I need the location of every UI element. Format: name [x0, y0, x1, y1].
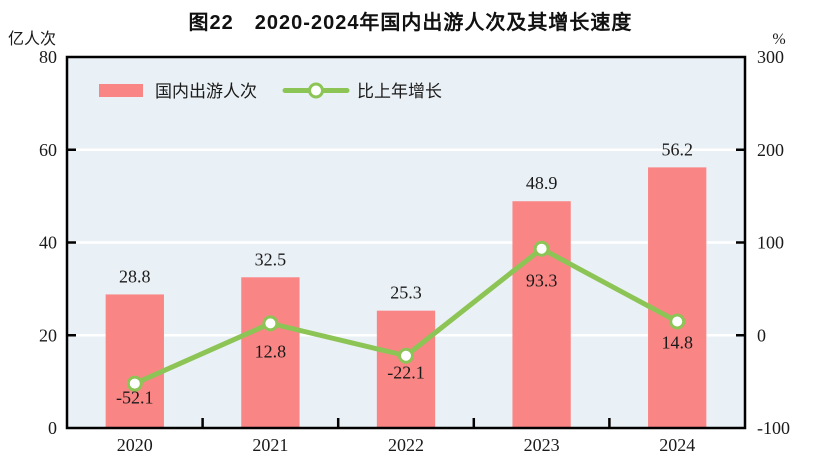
left-axis-tick-label: 40 [39, 233, 57, 253]
line-value-label: 93.3 [526, 271, 558, 291]
legend-line-marker [308, 82, 324, 99]
line-marker-2020 [126, 375, 143, 392]
line-marker-2021 [262, 315, 279, 332]
line-marker-2023 [533, 240, 550, 257]
right-axis-unit: % [772, 31, 785, 48]
bar-2021 [241, 277, 300, 428]
bar-value-label: 25.3 [390, 283, 422, 303]
x-axis-label: 2024 [659, 435, 695, 455]
line-marker-2022 [398, 347, 414, 364]
line-value-label: 12.8 [255, 341, 287, 361]
right-axis-tick-label: 200 [757, 140, 784, 160]
x-axis-label: 2023 [524, 435, 560, 455]
line-value-label: 14.8 [661, 333, 693, 353]
left-axis-tick-label: 60 [39, 140, 57, 160]
right-axis-tick-label: 0 [757, 325, 766, 345]
left-axis-tick-label: 0 [48, 418, 57, 438]
x-axis-label: 2022 [388, 435, 424, 455]
bar-value-label: 48.9 [526, 173, 558, 193]
bar-value-label: 56.2 [661, 139, 693, 159]
bar-2020 [105, 294, 164, 428]
bar-2022 [376, 310, 436, 428]
bar-2023 [512, 201, 571, 428]
left-axis-tick-label: 80 [39, 47, 57, 67]
legend-bar-swatch [99, 84, 143, 97]
x-axis-label: 2021 [252, 435, 288, 455]
left-axis-unit: 亿人次 [8, 30, 56, 48]
chart-title: 图22 2020-2024年国内出游人次及其增长速度 [188, 12, 633, 34]
legend-bar-label: 国内出游人次 [155, 82, 257, 101]
bar-2024 [648, 167, 707, 428]
line-marker-2024 [669, 313, 686, 330]
bar-value-label: 32.5 [255, 249, 287, 269]
line-value-label: -52.1 [116, 388, 154, 408]
line-value-label: -22.1 [387, 363, 425, 383]
right-axis-tick-label: 100 [757, 233, 784, 253]
legend-line-label: 比上年增长 [357, 82, 442, 101]
bar-value-label: 28.8 [119, 266, 151, 286]
x-axis-label: 2020 [117, 435, 153, 455]
left-axis-tick-label: 20 [39, 325, 57, 345]
right-axis-tick-label: -100 [757, 418, 790, 438]
right-axis-tick-label: 300 [757, 47, 784, 67]
